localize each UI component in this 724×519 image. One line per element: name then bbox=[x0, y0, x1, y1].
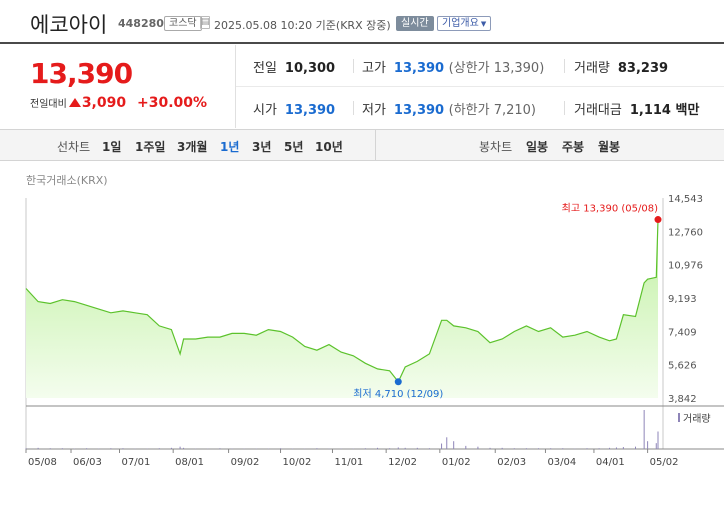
price-line bbox=[25, 219, 659, 383]
open: 시가 13,390 bbox=[253, 99, 335, 118]
price-change: 전일대비 3,090 +30.00% bbox=[30, 95, 207, 111]
price-area bbox=[26, 219, 658, 398]
max-point bbox=[654, 216, 662, 224]
stock-header: 에코아이 448280 코스닥 ▤ 2025.05.08 10:20 기준(KR… bbox=[0, 0, 724, 44]
tab-period-1y[interactable]: 1년 bbox=[220, 140, 240, 154]
company-overview-button[interactable]: 기업개요 ▼ bbox=[437, 16, 492, 31]
tab-candle-weekly[interactable]: 주봉 bbox=[562, 140, 585, 154]
volume-legend-swatch bbox=[678, 413, 680, 422]
current-price: 13,390 bbox=[30, 57, 133, 90]
market-badge: 코스닥 bbox=[164, 16, 202, 31]
x-tick-label: 08/01 bbox=[175, 457, 204, 468]
x-tick-label: 02/03 bbox=[497, 457, 526, 468]
open-value: 13,390 bbox=[284, 103, 336, 118]
x-tick-label: 07/01 bbox=[122, 457, 151, 468]
y-tick-label: 14,543 bbox=[668, 194, 703, 205]
x-tick-label: 12/02 bbox=[388, 457, 417, 468]
tab-candle-daily[interactable]: 일봉 bbox=[526, 140, 549, 154]
y-tick-label: 3,842 bbox=[668, 394, 697, 405]
company-overview-label: 기업개요 bbox=[442, 18, 479, 29]
tab-period-1d[interactable]: 1일 bbox=[102, 140, 122, 154]
prev-close-label: 전일 bbox=[253, 61, 277, 76]
upper-limit: (상한가 13,390) bbox=[448, 61, 545, 76]
x-tick-label: 05/02 bbox=[650, 457, 679, 468]
tab-candle-monthly[interactable]: 월봉 bbox=[598, 140, 621, 154]
min-label: 최저 4,710 (12/09) bbox=[353, 388, 443, 400]
y-tick-label: 12,760 bbox=[668, 227, 703, 238]
volume-legend: 거래량 bbox=[683, 413, 711, 425]
x-tick-label: 04/01 bbox=[596, 457, 625, 468]
open-label: 시가 bbox=[253, 103, 277, 118]
candle-chart-label: 봉차트 bbox=[479, 140, 513, 154]
tab-period-3y[interactable]: 3년 bbox=[252, 140, 272, 154]
y-tick-label: 5,626 bbox=[668, 361, 697, 372]
trade-value-unit: 백만 bbox=[675, 103, 700, 118]
tab-period-5y[interactable]: 5년 bbox=[284, 140, 304, 154]
low-value: 13,390 bbox=[393, 103, 445, 118]
tab-period-1w[interactable]: 1주일 bbox=[135, 140, 166, 154]
volume: 거래량 83,239 bbox=[574, 57, 668, 76]
change-pct: +30.00% bbox=[136, 95, 208, 111]
datetime: 2025.05.08 10:20 기준(KRX 장중) bbox=[214, 19, 391, 32]
line-chart-label: 선차트 bbox=[57, 140, 91, 154]
prev-close: 전일 10,300 bbox=[253, 57, 335, 76]
high: 고가 13,390 (상한가 13,390) bbox=[362, 57, 544, 76]
tab-period-3m[interactable]: 3개월 bbox=[177, 140, 208, 154]
stock-code: 448280 bbox=[118, 17, 164, 30]
trade-value-label: 거래대금 bbox=[574, 103, 622, 118]
y-tick-label: 7,409 bbox=[668, 327, 697, 338]
x-tick-label: 03/04 bbox=[547, 457, 576, 468]
high-value: 13,390 bbox=[393, 61, 445, 76]
trade-value: 거래대금 1,114 백만 bbox=[574, 99, 699, 118]
tab-period-10y[interactable]: 10년 bbox=[315, 140, 343, 154]
volume-label: 거래량 bbox=[574, 61, 610, 76]
trade-value-number: 1,114 bbox=[629, 103, 671, 118]
max-label: 최고 13,390 (05/08) bbox=[562, 203, 658, 215]
settings-icon[interactable]: ▤ bbox=[200, 16, 210, 29]
x-tick-label: 10/02 bbox=[283, 457, 312, 468]
prev-close-value: 10,300 bbox=[284, 61, 336, 76]
stock-name: 에코아이 bbox=[30, 13, 108, 37]
x-tick-label: 01/02 bbox=[442, 457, 471, 468]
y-tick-label: 9,193 bbox=[668, 294, 697, 305]
y-tick-label: 10,976 bbox=[668, 261, 703, 272]
chart-source: 한국거래소(KRX) bbox=[26, 174, 108, 187]
high-label: 고가 bbox=[362, 61, 386, 76]
lower-limit: (하한가 7,210) bbox=[448, 103, 536, 118]
live-badge[interactable]: 실시간 bbox=[396, 16, 434, 31]
chart-period-tabs: 선차트 1일 1주일 3개월 1년 3년 5년 10년 봉차트 일봉 주봉 월봉 bbox=[0, 129, 724, 161]
chevron-down-icon: ▼ bbox=[480, 20, 487, 28]
low-label: 저가 bbox=[362, 103, 386, 118]
x-tick-label: 05/08 bbox=[28, 457, 57, 468]
up-arrow-icon bbox=[68, 98, 81, 107]
x-tick-label: 11/01 bbox=[334, 457, 363, 468]
quote-table: 전일 10,300 고가 13,390 (상한가 13,390) 거래량 83,239… bbox=[236, 45, 724, 128]
x-tick-label: 06/03 bbox=[73, 457, 102, 468]
change-value: 3,090 bbox=[81, 95, 127, 111]
volume-value: 83,239 bbox=[617, 61, 669, 76]
min-point bbox=[394, 378, 402, 386]
price-summary: 13,390 전일대비 3,090 +30.00% bbox=[0, 45, 236, 128]
x-tick-label: 09/02 bbox=[231, 457, 260, 468]
low: 저가 13,390 (하한가 7,210) bbox=[362, 99, 536, 118]
change-label: 전일대비 bbox=[30, 99, 67, 110]
